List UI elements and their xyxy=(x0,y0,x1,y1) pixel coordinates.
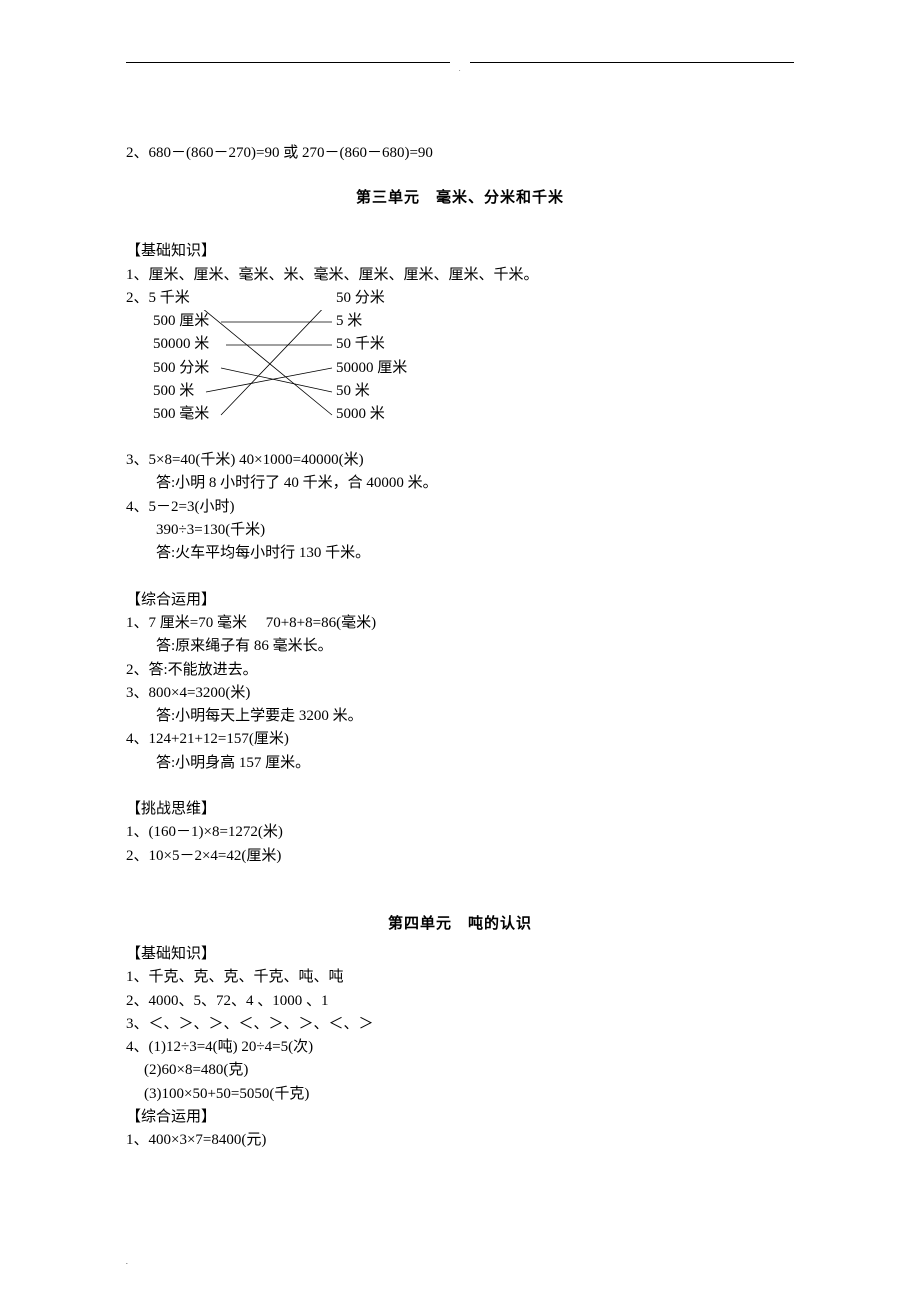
match-left-col: 500 厘米 50000 米 500 分米 500 米 500 毫米 xyxy=(153,310,209,426)
u3-t1: 1、(160－1)×8=1272(米) xyxy=(126,821,794,844)
mr-0: 5 米 xyxy=(336,310,407,333)
unit4-title: 第四单元 吨的认识 xyxy=(126,912,794,933)
mr-4: 5000 米 xyxy=(336,403,407,426)
u4-q4c: (3)100×50+50=5050(千克) xyxy=(126,1083,794,1106)
u3-q4c: 答:火车平均每小时行 130 千米。 xyxy=(126,542,794,565)
header-rule-left xyxy=(126,62,450,63)
u3-t2: 2、10×5－2×4=42(厘米) xyxy=(126,845,794,868)
u3-q2-right-head: 50 分米 xyxy=(336,287,385,310)
unit4-basic-label: 【基础知识】 xyxy=(126,943,794,966)
header-rule-right xyxy=(470,62,794,63)
u3-q1: 1、厘米、厘米、毫米、米、毫米、厘米、厘米、厘米、千米。 xyxy=(126,264,794,287)
u3-c1a: 1、7 厘米=70 毫米 70+8+8=86(毫米) xyxy=(126,612,794,635)
match-right-col: 5 米 50 千米 50000 厘米 50 米 5000 米 xyxy=(336,310,407,426)
u3-q2-header: 2、5 千米 50 分米 xyxy=(126,287,794,310)
mr-1: 50 千米 xyxy=(336,333,407,356)
unit4-comp-label: 【综合运用】 xyxy=(126,1106,794,1129)
u4-q1: 1、千克、克、克、千克、吨、吨 xyxy=(126,966,794,989)
ml-0: 500 厘米 xyxy=(153,310,209,333)
u3-q3b: 答:小明 8 小时行了 40 千米，合 40000 米。 xyxy=(126,472,794,495)
u4-q3: 3、＜、＞、＞、＜、＞、＞、＜、＞ xyxy=(126,1013,794,1036)
mr-3: 50 米 xyxy=(336,380,407,403)
u3-c4b: 答:小明身高 157 厘米。 xyxy=(126,752,794,775)
top-equation: 2、680－(860－270)=90 或 270－(860－680)=90 xyxy=(126,142,794,165)
u3-c3a: 3、800×4=3200(米) xyxy=(126,682,794,705)
ml-2: 500 分米 xyxy=(153,357,209,380)
u4-q2: 2、4000、5、72、4 、1000 、1 xyxy=(126,990,794,1013)
u3-q3a: 3、5×8=40(千米) 40×1000=40000(米) xyxy=(126,449,794,472)
u3-c3b: 答:小明每天上学要走 3200 米。 xyxy=(126,705,794,728)
unit3-basic-label: 【基础知识】 xyxy=(126,240,794,263)
u3-c1b: 答:原来绳子有 86 毫米长。 xyxy=(126,635,794,658)
u3-c2: 2、答:不能放进去。 xyxy=(126,659,794,682)
u4-q4b: (2)60×8=480(克) xyxy=(126,1059,794,1082)
u3-q4a: 4、5－2=3(小时) xyxy=(126,496,794,519)
mr-2: 50000 厘米 xyxy=(336,357,407,380)
ml-1: 50000 米 xyxy=(153,333,209,356)
header-center-dot: . xyxy=(459,67,461,73)
u4-q4a: 4、(1)12÷3=4(吨) 20÷4=5(次) xyxy=(126,1036,794,1059)
unit3-comp-label: 【综合运用】 xyxy=(126,589,794,612)
u4-c1: 1、400×3×7=8400(元) xyxy=(126,1129,794,1152)
u3-q2-left-head: 2、5 千米 xyxy=(126,287,336,310)
unit3-chal-label: 【挑战思维】 xyxy=(126,798,794,821)
u3-c4a: 4、124+21+12=157(厘米) xyxy=(126,728,794,751)
page-content: 2、680－(860－270)=90 或 270－(860－680)=90 第三… xyxy=(0,0,920,1153)
u3-q4b: 390÷3=130(千米) xyxy=(126,519,794,542)
match-container: 500 厘米 50000 米 500 分米 500 米 500 毫米 5 米 5… xyxy=(126,310,794,449)
ml-3: 500 米 xyxy=(153,380,209,403)
ml-4: 500 毫米 xyxy=(153,403,209,426)
unit3-title: 第三单元 毫米、分米和千米 xyxy=(126,186,794,207)
footer-dot: . xyxy=(126,1258,128,1266)
